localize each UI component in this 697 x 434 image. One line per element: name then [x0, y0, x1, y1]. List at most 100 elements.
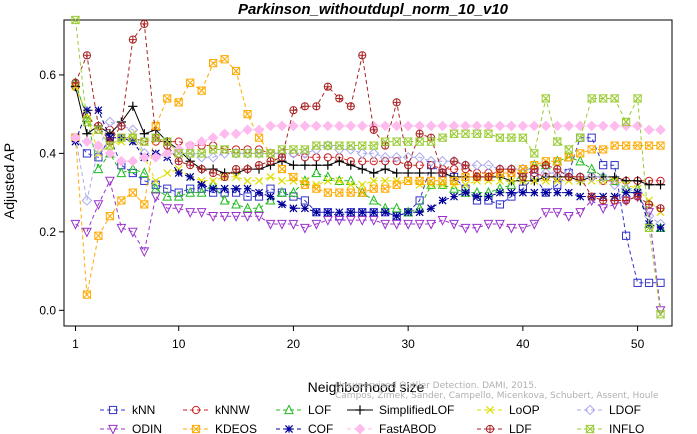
point-kdeos — [186, 78, 195, 87]
point-ldof — [414, 152, 425, 163]
point-kdeos — [335, 188, 344, 197]
point-fastabod — [655, 124, 666, 136]
point-fastabod — [345, 120, 357, 132]
point-inflo — [575, 133, 586, 142]
legend-label-odin: ODIN — [132, 422, 162, 434]
point-fastabod — [150, 152, 162, 163]
point-lof — [288, 186, 299, 197]
point-simplifiedlof — [369, 168, 379, 178]
point-kdeos — [644, 141, 654, 150]
point-inflo — [368, 141, 379, 150]
point-kdeos — [323, 188, 332, 197]
legend-item-lof: LOF — [276, 403, 331, 417]
point-cof — [358, 208, 367, 217]
point-ldof — [242, 148, 253, 159]
point-ldf — [300, 102, 310, 111]
point-cof — [186, 172, 195, 181]
point-lof — [150, 182, 161, 193]
point-kdeos — [622, 141, 631, 150]
point-odin — [563, 212, 574, 222]
point-fastabod — [529, 120, 540, 132]
point-odin — [139, 247, 150, 258]
legend-item-knnw: kNNW — [183, 403, 250, 417]
point-fastabod — [632, 120, 643, 132]
legend-marker-ldf — [485, 424, 495, 434]
point-fastabod — [402, 120, 414, 132]
point-inflo — [460, 129, 471, 138]
series-ldf — [71, 19, 665, 213]
point-odin — [299, 223, 310, 234]
point-odin — [540, 208, 551, 218]
point-odin — [173, 204, 184, 215]
point-kdeos — [312, 184, 321, 193]
point-odin — [449, 219, 459, 230]
point-cof — [450, 192, 459, 201]
point-kdeos — [277, 164, 287, 174]
point-ldof — [184, 148, 196, 159]
point-fastabod — [288, 120, 299, 132]
point-cof — [404, 208, 413, 217]
point-fastabod — [425, 120, 437, 132]
point-kdeos — [209, 59, 218, 68]
point-inflo — [563, 145, 574, 154]
point-kdeos — [220, 55, 229, 64]
point-loop — [209, 176, 218, 185]
point-ldof — [368, 148, 380, 159]
point-odin — [288, 219, 299, 230]
point-loop — [541, 176, 550, 185]
point-fastabod — [116, 155, 127, 167]
point-simplifiedlof — [403, 168, 413, 178]
point-fastabod — [494, 120, 506, 132]
point-fastabod — [356, 120, 368, 132]
point-kdeos — [254, 133, 264, 142]
point-inflo — [162, 137, 173, 146]
point-loop — [232, 172, 241, 181]
legend-marker-simplifiedlof — [355, 405, 365, 415]
legend-item-loop: LoOP — [477, 403, 540, 417]
point-kdeos — [289, 172, 298, 182]
point-simplifiedlof — [415, 168, 425, 178]
point-odin — [208, 212, 219, 222]
point-lof — [93, 163, 104, 174]
point-odin — [242, 212, 253, 222]
point-ldof — [437, 155, 448, 167]
point-kdeos — [518, 164, 527, 174]
point-fastabod — [414, 120, 425, 132]
point-kdeos — [105, 212, 114, 221]
point-inflo — [403, 137, 413, 146]
point-odin — [368, 215, 379, 226]
series-odin — [70, 176, 666, 317]
point-odin — [345, 215, 356, 226]
point-inflo — [632, 94, 643, 103]
point-cof — [266, 192, 275, 201]
legend-label-fastabod: FastABOD — [379, 422, 437, 434]
point-ldf — [622, 196, 631, 205]
point-lof — [196, 186, 207, 197]
legend-label-knn: kNN — [132, 403, 155, 417]
point-fastabod — [586, 120, 598, 132]
legend-item-cof: COF — [276, 422, 333, 434]
point-ldof — [356, 148, 368, 159]
point-ldf — [495, 164, 505, 174]
point-kdeos — [300, 180, 310, 189]
legend-label-lof: LOF — [308, 403, 331, 417]
point-loop — [346, 180, 355, 189]
point-cof — [346, 208, 355, 217]
point-kdeos — [369, 184, 378, 193]
point-inflo — [70, 15, 81, 25]
y-axis-label: Adjusted AP — [1, 143, 17, 219]
point-cof — [495, 188, 504, 197]
point-cof — [94, 106, 103, 115]
point-loop — [335, 176, 344, 185]
point-ldf — [243, 164, 252, 174]
legend-label-cof: COF — [308, 422, 333, 434]
point-inflo — [334, 141, 345, 150]
legend-item-kdeos: KDEOS — [183, 422, 257, 434]
legend-marker-knnw — [191, 405, 201, 415]
point-kdeos — [438, 176, 447, 185]
watermark-line-1: Unsupervised Outlier Detection. DAMI, 20… — [335, 381, 537, 391]
point-kdeos — [94, 231, 103, 240]
point-cof — [438, 196, 447, 205]
point-cof — [174, 168, 183, 178]
point-ldf — [530, 164, 539, 174]
